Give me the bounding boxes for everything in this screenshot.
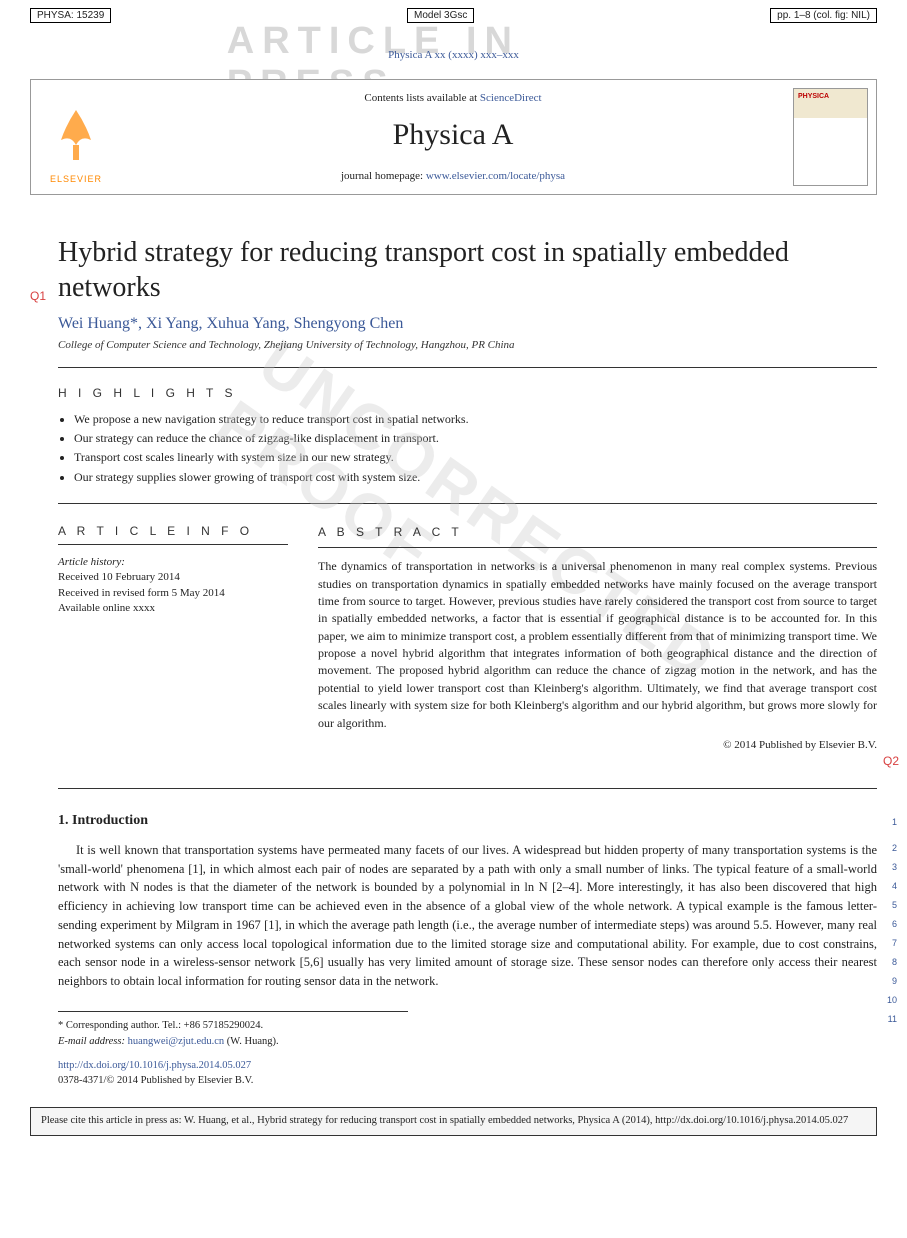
journal-cover-thumbnail: PHYSICA [793, 88, 868, 186]
line-number: 8 [892, 957, 897, 967]
line-number: 11 [888, 1014, 897, 1024]
corresponding-author: * Corresponding author. Tel.: +86 571852… [58, 1018, 408, 1034]
sciencedirect-link[interactable]: ScienceDirect [480, 92, 542, 104]
doi-block: http://dx.doi.org/10.1016/j.physa.2014.0… [58, 1059, 877, 1088]
contents-prefix: Contents lists available at [364, 92, 479, 104]
manuscript-id: PHYSA: 15239 [30, 8, 111, 23]
highlight-item: Our strategy supplies slower growing of … [74, 468, 877, 487]
top-bar: PHYSA: 15239 Model 3Gsc pp. 1–8 (col. fi… [0, 0, 907, 27]
doi-link[interactable]: http://dx.doi.org/10.1016/j.physa.2014.0… [58, 1060, 251, 1071]
line-number: 7 [892, 938, 897, 948]
model-label: Model 3Gsc [407, 8, 474, 23]
introduction-heading: 1. Introduction [58, 813, 877, 829]
article-info-heading: A R T I C L E I N F O [58, 514, 288, 545]
highlight-item: Transport cost scales linearly with syst… [74, 448, 877, 467]
abstract-column: A B S T R A C T The dynamics of transpor… [318, 514, 877, 754]
authors: Wei Huang*, Xi Yang, Xuhua Yang, Shengyo… [58, 315, 877, 333]
email-label: E-mail address: [58, 1036, 128, 1047]
received-date: Received 10 February 2014 [58, 570, 288, 585]
footnote-block: * Corresponding author. Tel.: +86 571852… [58, 1011, 408, 1050]
q1-marker: Q1 [30, 289, 46, 303]
line-number: 2 [892, 843, 897, 853]
affiliation: College of Computer Science and Technolo… [58, 339, 877, 351]
line-number: 4 [892, 881, 897, 891]
article-info-column: A R T I C L E I N F O Article history: R… [58, 514, 288, 754]
online-date: Available online xxxx [58, 601, 288, 616]
elsevier-tree-icon [41, 105, 111, 174]
homepage-link[interactable]: www.elsevier.com/locate/physa [426, 170, 565, 182]
highlight-item: We propose a new navigation strategy to … [74, 410, 877, 429]
copyright-line: © 2014 Published by Elsevier B.V. [318, 738, 877, 754]
introduction-paragraph: It is well known that transportation sys… [58, 841, 877, 991]
elsevier-label: ELSEVIER [41, 174, 111, 184]
elsevier-logo: ELSEVIER [31, 80, 121, 194]
highlights-list: We propose a new navigation strategy to … [74, 410, 877, 487]
contents-line: Contents lists available at ScienceDirec… [121, 92, 785, 104]
q2-marker: Q2 [883, 754, 899, 768]
homepage-prefix: journal homepage: [341, 170, 426, 182]
citation-reference: Physica A xx (xxxx) xxx–xxx [0, 27, 907, 69]
email-suffix: (W. Huang). [224, 1036, 278, 1047]
line-number: 3 [892, 862, 897, 872]
rule [58, 367, 877, 368]
line-number: 6 [892, 919, 897, 929]
abstract-heading: A B S T R A C T [318, 514, 877, 548]
revised-date: Received in revised form 5 May 2014 [58, 586, 288, 601]
email-link[interactable]: huangwei@zjut.edu.cn [128, 1036, 225, 1047]
article-title: Hybrid strategy for reducing transport c… [58, 235, 877, 305]
citation-box: Please cite this article in press as: W.… [30, 1107, 877, 1136]
rule [58, 503, 877, 504]
rule [58, 788, 877, 789]
issn-line: 0378-4371/© 2014 Published by Elsevier B… [58, 1075, 253, 1086]
highlights-heading: H I G H L I G H T S [58, 386, 877, 400]
line-number: 5 [892, 900, 897, 910]
page-range: pp. 1–8 (col. fig: NIL) [770, 8, 877, 23]
cover-title: PHYSICA [798, 93, 829, 100]
history-label: Article history: [58, 555, 288, 570]
abstract-text: The dynamics of transportation in networ… [318, 558, 877, 732]
journal-name: Physica A [121, 118, 785, 152]
line-number: 9 [892, 976, 897, 986]
homepage-line: journal homepage: www.elsevier.com/locat… [121, 170, 785, 182]
line-number: 10 [887, 995, 897, 1005]
line-number: 1 [892, 817, 897, 827]
journal-header: ELSEVIER Contents lists available at Sci… [30, 79, 877, 195]
highlight-item: Our strategy can reduce the chance of zi… [74, 429, 877, 448]
